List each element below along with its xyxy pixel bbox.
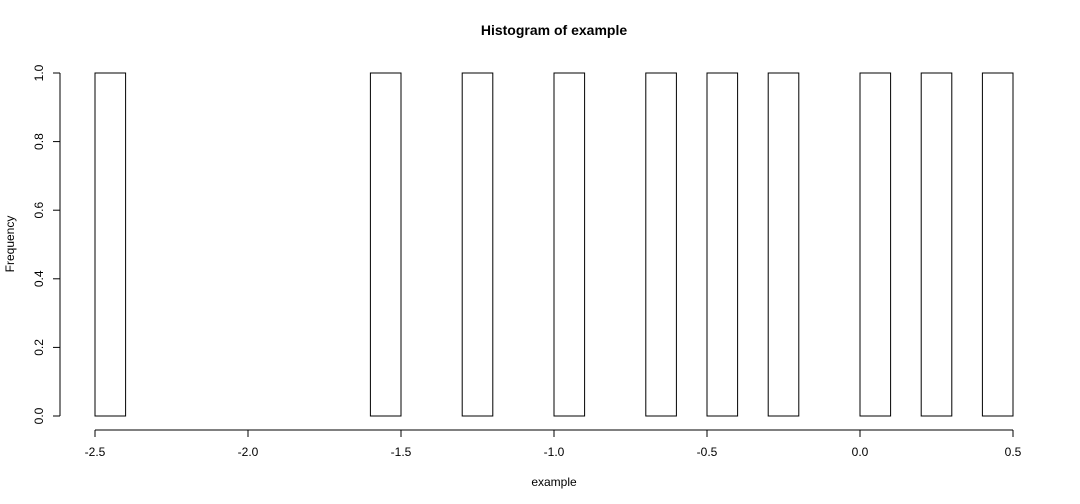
histogram-bar [706, 72, 739, 417]
x-tick-label: -1.5 [391, 445, 412, 459]
x-tick-label: -2.5 [85, 445, 106, 459]
histogram-bar [767, 72, 800, 417]
histogram-bar [461, 72, 494, 417]
y-axis-label: Frequency [3, 216, 17, 273]
x-tick-label: -1.0 [544, 445, 565, 459]
chart-title: Histogram of example [481, 22, 627, 38]
y-axis: 0.0 0.2 0.4 0.6 0.8 1.0 [32, 64, 61, 424]
histogram-bar [94, 72, 127, 417]
histogram-bar [553, 72, 586, 417]
x-tick-label: -2.0 [238, 445, 259, 459]
y-tick-label: 0.4 [32, 270, 46, 287]
bars-group [94, 72, 1014, 417]
x-tick-label: -0.5 [697, 445, 718, 459]
histogram-bar [369, 72, 402, 417]
histogram-bar [981, 72, 1014, 417]
y-tick-label: 0.6 [32, 202, 46, 219]
y-tick-label: 0.0 [32, 407, 46, 424]
x-axis: -2.5 -2.0 -1.5 -1.0 -0.5 0.0 0.5 [85, 429, 1022, 459]
histogram-bar [645, 72, 677, 417]
x-tick-label: 0.5 [1005, 445, 1022, 459]
histogram-bar [920, 72, 953, 417]
y-tick-label: 0.2 [32, 339, 46, 356]
y-tick-label: 1.0 [32, 64, 46, 81]
histogram-bar [859, 72, 892, 417]
x-tick-label: 0.0 [852, 445, 869, 459]
x-axis-label: example [531, 475, 577, 489]
y-tick-label: 0.8 [32, 133, 46, 150]
